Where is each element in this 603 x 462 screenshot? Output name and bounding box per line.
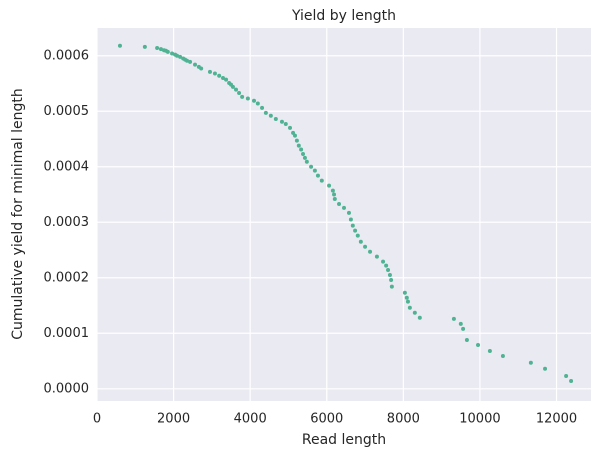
point [368,249,373,254]
y-tick-label: 0.0001 [44,326,90,341]
point [260,105,265,110]
point [350,223,355,228]
point [301,151,306,156]
point [348,217,353,222]
point [458,321,463,326]
point [337,201,342,206]
y-tick-label: 0.0005 [44,104,90,119]
x-tick-label: 0 [93,412,101,427]
point [358,239,363,244]
chart-title: Yield by length [291,8,396,24]
point [363,244,368,249]
point [315,173,320,178]
point [217,73,222,78]
y-tick-label: 0.0000 [44,381,90,396]
point [487,349,492,354]
point [387,273,392,278]
point [569,379,574,384]
x-tick-label: 8000 [387,412,420,427]
y-tick-label: 0.0006 [44,48,90,63]
point [342,205,346,210]
plot-area [97,28,591,401]
point [374,254,379,259]
point [158,47,163,52]
point [543,366,548,371]
point [389,277,394,282]
point [207,69,212,74]
point [220,75,225,80]
point [230,84,235,89]
point [332,196,337,201]
x-tick-label: 4000 [234,412,267,427]
point [188,59,193,64]
point [279,119,284,124]
y-axis-label: Cumulative yield for minimal length [10,88,26,340]
point [346,210,351,215]
point [330,188,335,193]
point [283,122,288,127]
point [405,299,410,304]
point [319,178,324,183]
point [255,101,260,106]
point [288,125,293,130]
point [564,374,569,379]
point [263,110,268,115]
point [273,117,278,122]
point [237,90,242,95]
point [332,192,337,197]
point [155,45,160,50]
x-tick-label: 6000 [310,412,343,427]
y-tick-label: 0.0003 [44,215,90,230]
point [381,259,386,264]
point [292,133,297,138]
point [304,159,309,164]
point [170,51,175,56]
y-tick-label: 0.0002 [44,270,90,285]
point [476,342,481,347]
point [252,98,257,103]
point [412,310,417,315]
x-axis-label: Read length [302,432,386,448]
point [464,337,469,342]
point [528,360,533,365]
x-tick-label: 12000 [536,412,577,427]
point [117,43,122,48]
x-tick-label: 10000 [459,412,500,427]
x-tick-label: 2000 [157,412,190,427]
point [142,44,147,49]
point [296,143,301,148]
point [302,155,307,160]
point [165,49,170,54]
y-tick-label: 0.0004 [44,159,90,174]
point [299,147,304,152]
point [327,183,332,188]
point [212,71,217,76]
point [294,138,299,143]
point [461,326,466,331]
point [175,53,180,58]
point [240,94,245,99]
point [193,62,198,67]
point [402,290,407,295]
point [224,77,229,82]
point [389,284,394,289]
point [199,66,204,71]
point [417,315,422,320]
point [178,54,183,59]
point [386,268,391,273]
point [355,233,360,238]
point [404,295,409,300]
point [500,354,505,359]
point [451,316,456,321]
point [234,87,239,92]
point [184,58,189,63]
point [309,164,314,169]
point [384,263,389,268]
point [312,168,317,173]
point [407,305,412,310]
point [268,113,273,118]
point [353,228,358,233]
point [245,96,250,101]
